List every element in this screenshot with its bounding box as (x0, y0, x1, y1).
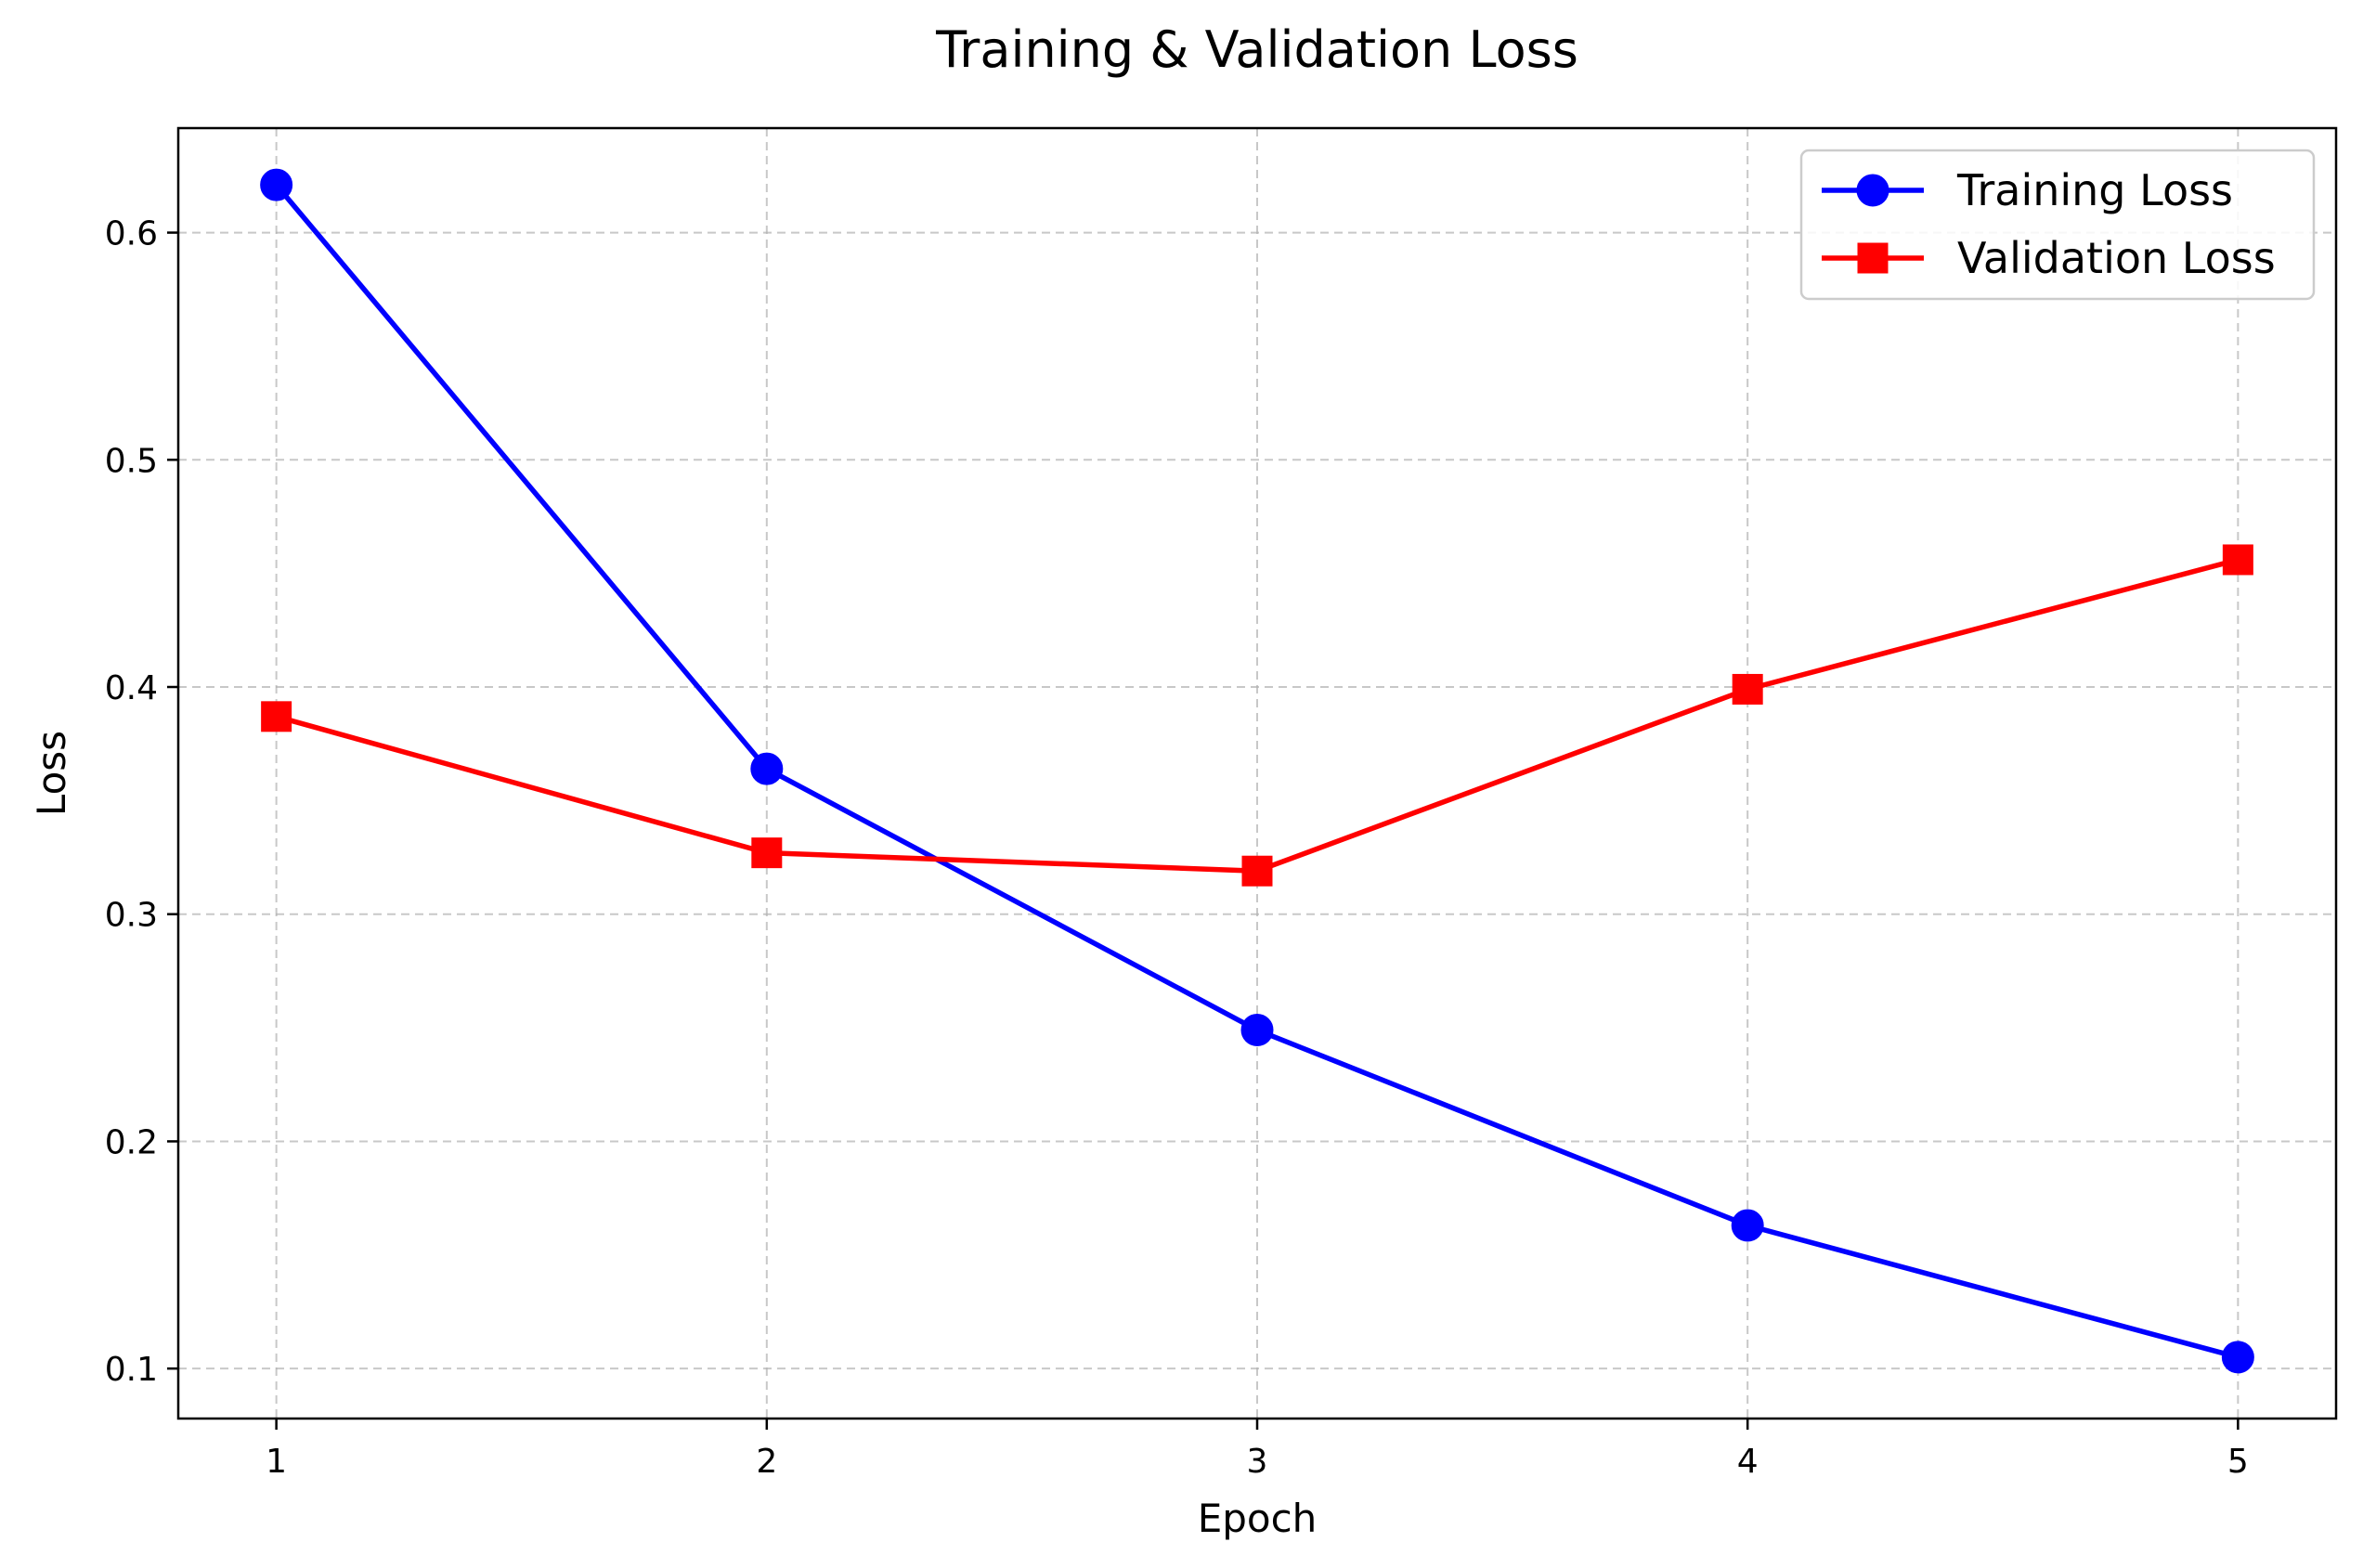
validation-loss-point (2222, 544, 2253, 576)
legend-label: Validation Loss (1957, 233, 2276, 283)
validation-loss-point (751, 837, 783, 869)
y-axis-label: Loss (29, 731, 74, 816)
legend-items: Training Loss Validation Loss (1822, 165, 2276, 283)
legend-swatch-marker (1857, 242, 1889, 274)
validation-loss-point (1732, 673, 1763, 705)
y-tick-label: 0.2 (105, 1123, 158, 1161)
y-tick-label: 0.6 (105, 215, 158, 253)
legend-item-training-loss: Training Loss (1822, 165, 2233, 215)
x-tick-label: 2 (756, 1443, 777, 1481)
axis-ticks: 1 2 3 4 5 0.1 0.2 0.3 0.4 0.5 0.6 (105, 215, 2249, 1481)
chart-title: Training & Validation Loss (935, 20, 1578, 79)
x-tick-label: 1 (266, 1443, 287, 1481)
x-tick-label: 3 (1247, 1443, 1268, 1481)
grid-lines (178, 128, 2336, 1419)
validation-loss-series (261, 544, 2253, 887)
x-tick-label: 4 (1737, 1443, 1759, 1481)
training-loss-point (750, 752, 784, 785)
validation-loss-point (261, 701, 292, 732)
legend-swatch-marker (1856, 174, 1889, 207)
series-layer (260, 168, 2254, 1374)
training-loss-series (260, 168, 2254, 1374)
legend-label: Training Loss (1956, 165, 2233, 215)
legend-item-validation-loss: Validation Loss (1822, 233, 2276, 283)
y-tick-label: 0.3 (105, 897, 158, 935)
training-loss-point (260, 168, 293, 201)
training-loss-point (1731, 1209, 1764, 1242)
validation-loss-point (1241, 855, 1273, 887)
training-loss-point (2221, 1341, 2254, 1374)
legend: Training Loss Validation Loss (1799, 149, 2316, 301)
y-tick-label: 0.5 (105, 442, 158, 480)
x-tick-label: 5 (2227, 1443, 2249, 1481)
y-tick-label: 0.1 (105, 1351, 158, 1389)
y-tick-label: 0.4 (105, 669, 158, 707)
training-loss-point (1240, 1014, 1274, 1047)
legend-box (1799, 149, 2316, 301)
x-axis-label: Epoch (1198, 1496, 1318, 1541)
